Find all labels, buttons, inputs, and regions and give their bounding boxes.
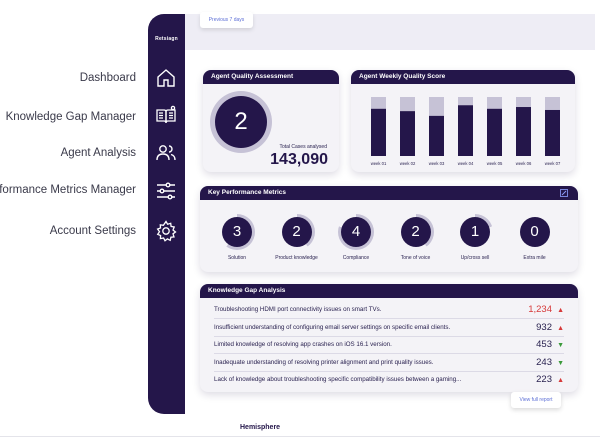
weekly-score-card: Agent Weekly Quality Score week 01 week 0… [351,70,575,172]
kpi-label: Solution [227,255,247,261]
annotation-account-settings: Account Settings [49,225,136,237]
quality-score: 2 [215,96,267,148]
gap-description: Insufficient understanding of configurin… [214,323,451,331]
bar-week-07 [545,109,560,156]
bar-week-02 [400,111,415,156]
knowledge-gap-row[interactable]: Inadequate understanding of resolving pr… [214,355,564,372]
kpi-ring: 3 [219,214,255,250]
row-divider [214,318,564,319]
trend-down-icon: ▼ [557,342,564,349]
bar-label: week 01 [371,161,387,166]
annotation-dashboard: Dashboard [79,72,136,84]
kpi-title: Key Performance Metrics [200,186,578,200]
gap-count: 243 [536,356,552,368]
gap-description: Inadequate understanding of resolving pr… [214,358,434,366]
bar-label: week 03 [429,161,445,166]
footer-logo: Hemisphere [240,424,281,431]
annotation-performance-metrics-manager: Performance Metrics Manager [0,184,136,196]
kpi-value: 0 [519,217,550,247]
gap-description: Limited knowledge of resolving app crash… [214,341,392,348]
trend-up-icon: ▲ [557,377,564,384]
bar-week-01 [371,108,386,156]
bar-label: week 04 [458,161,474,166]
users-icon[interactable] [154,141,178,165]
kpi-label: Compliance [342,255,370,261]
bar-week-03 [429,115,444,156]
knowledge-gap-row[interactable]: Lack of knowledge about troubleshooting … [214,372,564,389]
weekly-score-title: Agent Weekly Quality Score [351,70,575,84]
kpi-card: Key Performance Metrics 3 Solution 2 Produc… [200,186,578,272]
knowledge-gap-row[interactable]: Insufficient understanding of configurin… [214,320,564,337]
edit-icon[interactable] [560,189,568,197]
weekly-score-chart: week 01 week 02 week 03 week 04 week 05 week … [371,97,561,166]
row-divider [214,370,564,372]
gap-description: Troubleshooting HDMI port connectivity i… [214,306,382,313]
kpi-label: Up/cross sell [460,255,490,261]
brand-logo: Retsiagn [155,36,178,42]
bar-label: week 07 [545,161,561,166]
trend-up-icon: ▲ [557,324,564,332]
trend-down-icon: ▼ [557,359,564,367]
knowledge-gap-title: Knowledge Gap Analysis [200,284,578,298]
home-icon[interactable] [154,66,178,90]
bar-label: week 05 [487,161,503,166]
kpi-value: 4 [341,217,371,247]
kpi-value: 3 [222,217,252,247]
view-full-report-button[interactable]: View full report [511,392,561,408]
quality-assessment-card: Agent Quality Assessment 2 Total Cases a… [203,70,339,172]
kpi-ring: 1 [457,214,493,250]
gap-count: 932 [536,321,552,333]
kpi-label: Extra mile [523,255,546,261]
kpi-item: 2 Tone of voice [387,214,445,261]
row-divider [214,335,564,337]
kpi-value: 2 [400,217,431,247]
knowledge-gap-row[interactable]: Limited knowledge of resolving app crash… [214,337,564,354]
quality-assessment-title: Agent Quality Assessment [203,70,339,84]
kpi-item: 0 Extra mile [506,214,564,261]
kpi-ring: 4 [338,214,374,250]
kpi-item: 2 Product knowledge [268,214,326,261]
kpi-ring: 2 [278,214,315,250]
cases-analysed-value: 143,090 [270,151,328,168]
kpi-value: 2 [281,217,312,247]
kpi-item: 4 Compliance [327,214,385,261]
bar-label: week 06 [516,161,532,166]
gap-count: 223 [536,374,552,385]
annotation-knowledge-gap-manager: Knowledge Gap Manager [5,111,136,123]
knowledge-gap-card: Knowledge Gap Analysis Troubleshooting H… [200,284,578,392]
sliders-icon[interactable] [154,179,178,203]
gap-description: Lack of knowledge about troubleshooting … [214,376,462,383]
kpi-label: Tone of voice [400,255,431,261]
kpi-ring: 0 [516,214,553,250]
kpi-label: Product knowledge [275,255,318,261]
main-header-band [185,14,595,50]
bar-week-05 [487,108,502,156]
footer-divider [0,436,600,437]
bar-week-06 [516,107,531,156]
trend-up-icon: ▲ [557,307,564,314]
bar-label: week 02 [400,161,416,166]
gear-icon[interactable] [154,219,178,243]
row-divider [214,353,564,354]
gap-count: 1,234 [528,304,552,315]
sidebar: Retsiagn [148,14,185,414]
annotation-agent-analysis: Agent Analysis [60,147,136,159]
kpi-value: 1 [460,217,490,247]
cases-analysed-label: Total Cases analysed [279,144,327,150]
book-icon[interactable] [154,104,178,128]
bar-week-04 [458,105,473,156]
period-selector[interactable]: Previous 7 days [200,12,253,28]
kpi-item: 1 Up/cross sell [446,214,504,261]
knowledge-gap-row[interactable]: Troubleshooting HDMI port connectivity i… [214,302,564,319]
kpi-item: 3 Solution [208,214,266,261]
kpi-ring: 2 [397,214,434,250]
gap-count: 453 [536,339,552,350]
